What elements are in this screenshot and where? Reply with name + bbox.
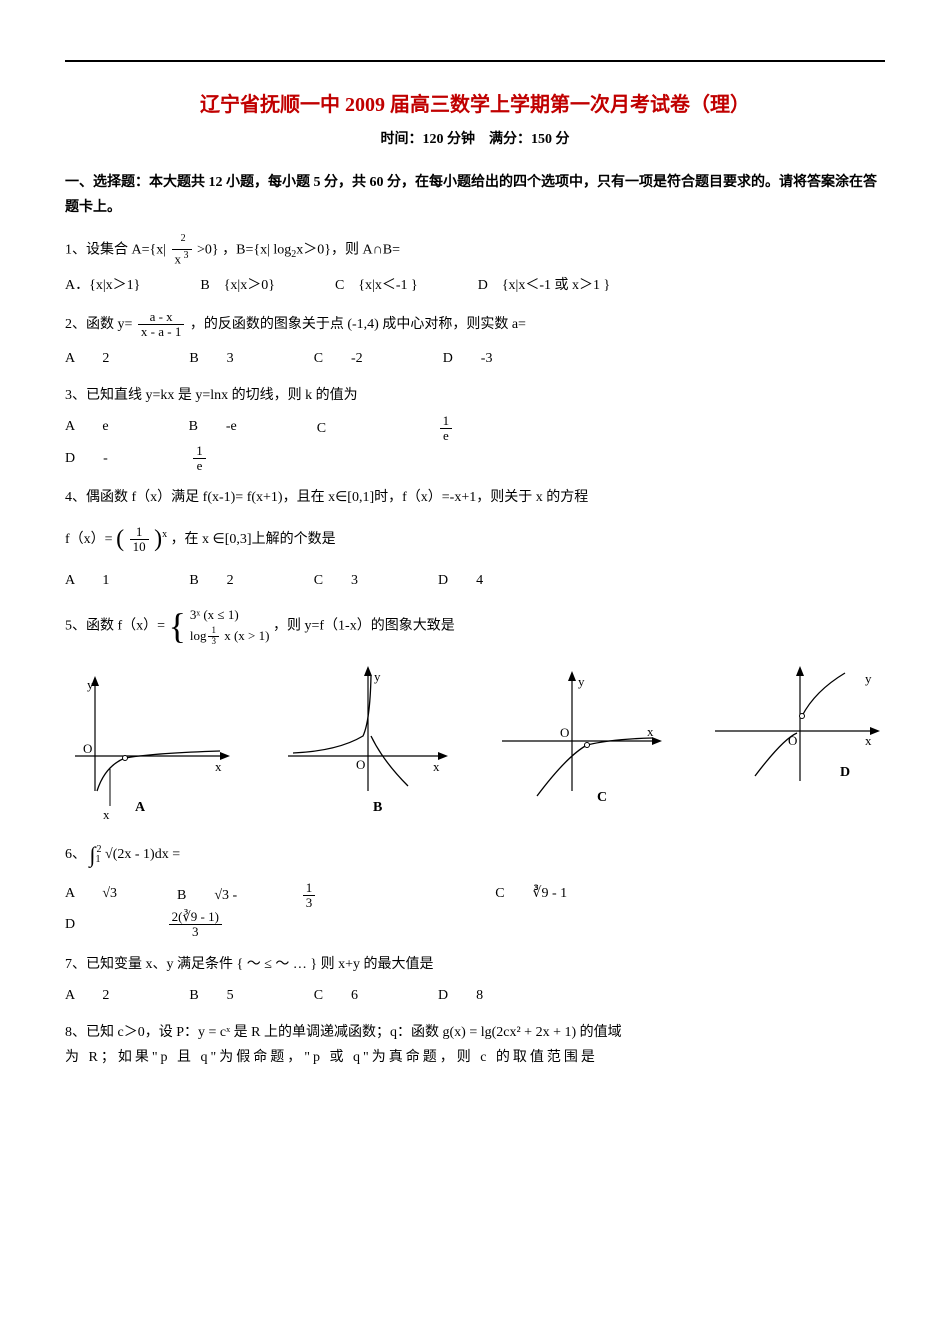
q2-opt-c: C -2 xyxy=(314,346,363,371)
q2-opt-b: B 3 xyxy=(189,346,233,371)
q7-opt-a: A 2 xyxy=(65,983,109,1008)
q7-options: A 2 B 5 C 6 D 8 xyxy=(65,983,885,1008)
q1-opt-c: C {x|x＜-1 } xyxy=(335,273,418,298)
q6-int-low: 1 xyxy=(96,854,101,865)
q6-text-b: = xyxy=(172,847,180,862)
svg-text:x: x xyxy=(433,759,440,774)
q5-line2: log13 x (x > 1) xyxy=(190,626,270,647)
page-subtitle: 时间：120 分钟 满分：150 分 xyxy=(65,127,885,152)
svg-text:B: B xyxy=(373,800,382,815)
q5-text-a: 5、函数 f（x）= xyxy=(65,618,169,633)
q4-text-a: 4、偶函数 f（x）满足 f(x-1)= f(x+1)，且在 x∈[0,1]时，… xyxy=(65,485,885,510)
svg-text:x: x xyxy=(865,733,872,748)
q4-text-c: ，在 x ∈[0,3]上解的个数是 xyxy=(171,532,336,547)
svg-text:y: y xyxy=(374,669,381,684)
svg-text:O: O xyxy=(788,733,797,748)
question-1: 1、设集合 A={x| 2 x 3 >0} ，B={x| log2x＞0}，则 … xyxy=(65,233,885,267)
graph-c: y x O C xyxy=(492,661,672,821)
question-5: 5、函数 f（x）= { 3ˣ (x ≤ 1) log13 x (x > 1) … xyxy=(65,605,885,647)
svg-text:y: y xyxy=(865,671,872,686)
svg-text:x: x xyxy=(103,807,110,822)
svg-text:D: D xyxy=(840,765,850,780)
q6-dx: dx xyxy=(155,847,169,862)
q2-fraction: a - x x - a - 1 xyxy=(138,310,184,340)
question-4: 4、偶函数 f（x）满足 f(x-1)= f(x+1)，且在 x∈[0,1]时，… xyxy=(65,485,885,561)
q4-opt-b: B 2 xyxy=(189,568,233,593)
q1-text-b: >0} ，B={x| log xyxy=(197,242,291,257)
q2-options: A 2 B 3 C -2 D -3 xyxy=(65,346,885,371)
q8-text-a: 8、已知 c＞0，设 P：y = cˣ 是 R 上的单调递减函数；q：函数 g(… xyxy=(65,1020,885,1045)
svg-text:O: O xyxy=(560,725,569,740)
q1-opt-b: B {x|x＞0} xyxy=(200,273,275,298)
q5-line1: 3ˣ (x ≤ 1) xyxy=(190,605,270,626)
q4-options: A 1 B 2 C 3 D 4 xyxy=(65,568,885,593)
question-6: 6、 ∫12 √(2x - 1)dx = xyxy=(65,835,885,875)
svg-text:C: C xyxy=(597,790,607,805)
q6-opt-c: C ∛9 - 1 xyxy=(495,881,567,911)
q3-opt-a: A e xyxy=(65,414,109,444)
q4-text-b: f（x）= xyxy=(65,532,116,547)
q8-text-b: 为 R；如果"p 且 q"为假命题，"p 或 q"为真命题，则 c 的取值范围是 xyxy=(65,1045,885,1070)
q4-fraction: 1 10 xyxy=(130,525,149,555)
q3-options: A e B -e C 1e D - 1e xyxy=(65,414,885,473)
section-header: 一、选择题：本大题共 12 小题，每小题 5 分，共 60 分，在每小题给出的四… xyxy=(65,170,885,220)
q2-text-b: ，的反函数的图象关于点 (-1,4) 成中心对称，则实数 a= xyxy=(190,317,526,332)
q2-opt-a: A 2 xyxy=(65,346,109,371)
graph-row: y x O x A y x O B xyxy=(65,661,885,821)
svg-text:y: y xyxy=(578,674,585,689)
q2-text-a: 2、函数 y= xyxy=(65,317,132,332)
graph-b: y x O B xyxy=(278,661,458,821)
q4-opt-d: D 4 xyxy=(438,568,483,593)
q3-opt-b: B -e xyxy=(189,414,237,444)
q4-opt-a: A 1 xyxy=(65,568,109,593)
q3-opt-d: D - 1e xyxy=(65,444,366,474)
q1-text-c: x＞0}，则 A∩B= xyxy=(296,242,400,257)
svg-text:O: O xyxy=(83,741,92,756)
q5-text-b: ，则 y=f（1-x）的图象大致是 xyxy=(273,618,455,633)
q1-opt-d: D {x|x＜-1 或 x＞1 } xyxy=(478,273,611,298)
q3-opt-c: C 1e xyxy=(317,414,612,444)
question-8: 8、已知 c＞0，设 P：y = cˣ 是 R 上的单调递减函数；q：函数 g(… xyxy=(65,1020,885,1070)
q6-opt-d: D 2(∛9 - 1)3 xyxy=(65,910,342,940)
q6-int-high: 2 xyxy=(97,844,102,855)
svg-text:A: A xyxy=(135,800,146,815)
svg-text:x: x xyxy=(647,724,654,739)
q4-exp: x xyxy=(162,530,167,541)
q7-opt-d: D 8 xyxy=(438,983,483,1008)
question-3: 3、已知直线 y=kx 是 y=lnx 的切线，则 k 的值为 xyxy=(65,383,885,408)
q6-root: √(2x - 1) xyxy=(105,847,155,862)
q1-fraction: 2 x 3 xyxy=(172,233,192,267)
piecewise: { 3ˣ (x ≤ 1) log13 x (x > 1) xyxy=(169,605,270,647)
q6-opt-a: A √3 xyxy=(65,881,117,911)
svg-text:y: y xyxy=(87,677,94,692)
q1-options: A．{x|x＞1} B {x|x＞0} C {x|x＜-1 } D {x|x＜-… xyxy=(65,273,885,298)
q6-opt-b: B √3 - 13 xyxy=(177,881,435,911)
page-title: 辽宁省抚顺一中 2009 届高三数学上学期第一次月考试卷（理） xyxy=(65,87,885,123)
question-7: 7、已知变量 x、y 满足条件 { ～ ≤ ～ … } 则 x+y 的最大值是 xyxy=(65,952,885,977)
graph-a: y x O x A xyxy=(65,661,245,821)
svg-text:x: x xyxy=(215,759,222,774)
q2-opt-d: D -3 xyxy=(443,346,493,371)
q4-opt-c: C 3 xyxy=(314,568,358,593)
q6-text-a: 6、 xyxy=(65,847,86,862)
q7-opt-c: C 6 xyxy=(314,983,358,1008)
q1-text-a: 1、设集合 A={x| xyxy=(65,242,170,257)
svg-text:O: O xyxy=(356,757,365,772)
q1-opt-a: A．{x|x＞1} xyxy=(65,273,140,298)
question-2: 2、函数 y= a - x x - a - 1 ，的反函数的图象关于点 (-1,… xyxy=(65,310,885,340)
q7-opt-b: B 5 xyxy=(189,983,233,1008)
graph-d: y x O D xyxy=(705,661,885,821)
q6-options: A √3 B √3 - 13 C ∛9 - 1 D 2(∛9 - 1)3 xyxy=(65,881,885,940)
